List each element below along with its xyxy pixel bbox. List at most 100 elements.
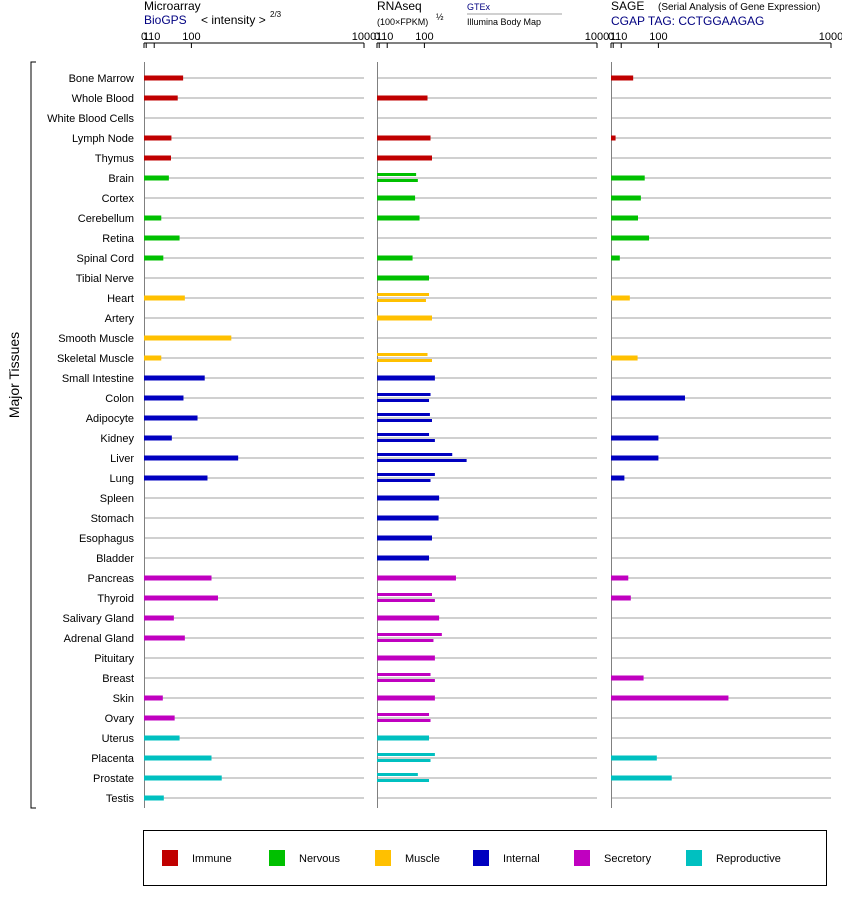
rnaseq-bar <box>377 135 431 141</box>
sage-title: SAGE <box>611 0 644 13</box>
microarray-bar <box>144 155 172 161</box>
sage-bar <box>611 695 729 701</box>
tissue-label: Lung <box>110 473 134 485</box>
sage-tick-label: 0 <box>608 31 614 43</box>
microarray-bar <box>144 475 208 481</box>
rnaseq-bar <box>377 433 430 436</box>
microarray-bar <box>144 175 169 181</box>
legend-swatch <box>574 850 590 866</box>
microarray-bar <box>144 755 212 761</box>
microarray-bar <box>144 295 185 301</box>
rnaseq-bar <box>377 575 456 581</box>
rnaseq-bar <box>377 759 431 762</box>
tissue-label: Skin <box>113 693 134 705</box>
y-axis-bracket <box>30 61 36 809</box>
tissue-label: Heart <box>107 293 134 305</box>
microarray-bar <box>144 235 180 241</box>
tissue-label: Adrenal Gland <box>64 633 134 645</box>
rnaseq-bar <box>377 399 430 402</box>
rnaseq-bar <box>377 639 434 642</box>
legend-label: Muscle <box>405 853 440 865</box>
rnaseq-bar <box>377 315 432 321</box>
sage-tick-label: 1 <box>610 31 616 43</box>
rnaseq-bar <box>377 439 435 442</box>
sage-bar <box>611 175 645 181</box>
rnaseq-bar <box>377 293 430 296</box>
y-axis-label: Major Tissues <box>6 332 22 418</box>
rnaseq-source-gtex: GTEx <box>467 2 491 12</box>
legend-swatch <box>375 850 391 866</box>
rnaseq-bar <box>377 655 435 661</box>
microarray-bar <box>144 395 184 401</box>
rnaseq-tick-label: 0 <box>374 31 380 43</box>
tissue-label: Cerebellum <box>78 213 134 225</box>
rnaseq-bar <box>377 593 432 596</box>
tissue-label: Artery <box>105 313 135 325</box>
tissue-label: Tibial Nerve <box>76 273 134 285</box>
sage-tag: CGAP TAG: CCTGGAAGAG <box>611 14 764 28</box>
rnaseq-bar <box>377 495 440 501</box>
sage-tick-label: 1000 <box>819 31 842 43</box>
rnaseq-bar <box>377 413 430 416</box>
rnaseq-bar <box>377 275 430 281</box>
rnaseq-bar <box>377 535 432 541</box>
tissue-label: Pancreas <box>88 573 135 585</box>
rnaseq-bar <box>377 633 442 636</box>
rnaseq-bar <box>377 599 435 602</box>
tissue-label: Liver <box>110 453 134 465</box>
microarray-bar <box>144 255 164 261</box>
tissue-label: Retina <box>102 233 135 245</box>
tissue-label: Pituitary <box>94 653 134 665</box>
microarray-tick-label: 10 <box>148 31 160 43</box>
tissue-label: Whole Blood <box>72 93 134 105</box>
sage-bar <box>611 255 620 261</box>
sage-bar <box>611 775 672 781</box>
tissue-label: Stomach <box>91 513 134 525</box>
microarray-bar <box>144 415 198 421</box>
rnaseq-title: RNAseq <box>377 0 422 13</box>
tissue-label: Testis <box>106 793 135 805</box>
microarray-bar <box>144 75 184 81</box>
sage-tick-label: 10 <box>615 31 627 43</box>
rnaseq-bar <box>377 255 413 261</box>
rnaseq-bar <box>377 393 431 396</box>
sage-bar <box>611 675 644 681</box>
tissue-label: Placenta <box>91 753 135 765</box>
tissue-label: Adipocyte <box>86 413 134 425</box>
microarray-tick-label: 0 <box>141 31 147 43</box>
rnaseq-bar <box>377 353 428 356</box>
rnaseq-bar <box>377 679 435 682</box>
tissue-label: Bladder <box>96 553 134 565</box>
sage-tick-label: 100 <box>649 31 667 43</box>
rnaseq-bar <box>377 215 420 221</box>
rnaseq-units: (100×FPKM) <box>377 17 428 27</box>
legend-swatch <box>162 850 178 866</box>
microarray-bar <box>144 695 163 701</box>
rnaseq-bar <box>377 459 467 462</box>
rnaseq-exponent: ½ <box>436 12 444 22</box>
rnaseq-bar <box>377 695 435 701</box>
tissue-label: Bone Marrow <box>69 73 134 85</box>
sage-bar <box>611 395 685 401</box>
microarray-exponent: 2/3 <box>270 10 282 19</box>
rnaseq-bar <box>377 375 435 381</box>
tissue-label: Kidney <box>100 433 134 445</box>
tissue-label: Smooth Muscle <box>58 333 134 345</box>
rnaseq-bar <box>377 735 430 741</box>
microarray-tick-label: 1 <box>143 31 149 43</box>
rnaseq-bar <box>377 555 430 561</box>
sage-bar <box>611 355 638 361</box>
microarray-source: BioGPS <box>144 13 187 27</box>
microarray-bar <box>144 215 162 221</box>
tissue-label: Brain <box>108 173 134 185</box>
sage-bar <box>611 295 630 301</box>
tissue-label: Thyroid <box>97 593 134 605</box>
legend-label: Immune <box>192 853 232 865</box>
rnaseq-bar <box>377 773 418 776</box>
sage-bar <box>611 195 641 201</box>
microarray-bar <box>144 715 175 721</box>
microarray-bar <box>144 795 164 801</box>
rnaseq-bar <box>377 179 418 182</box>
microarray-bar <box>144 95 178 101</box>
microarray-bar <box>144 595 218 601</box>
